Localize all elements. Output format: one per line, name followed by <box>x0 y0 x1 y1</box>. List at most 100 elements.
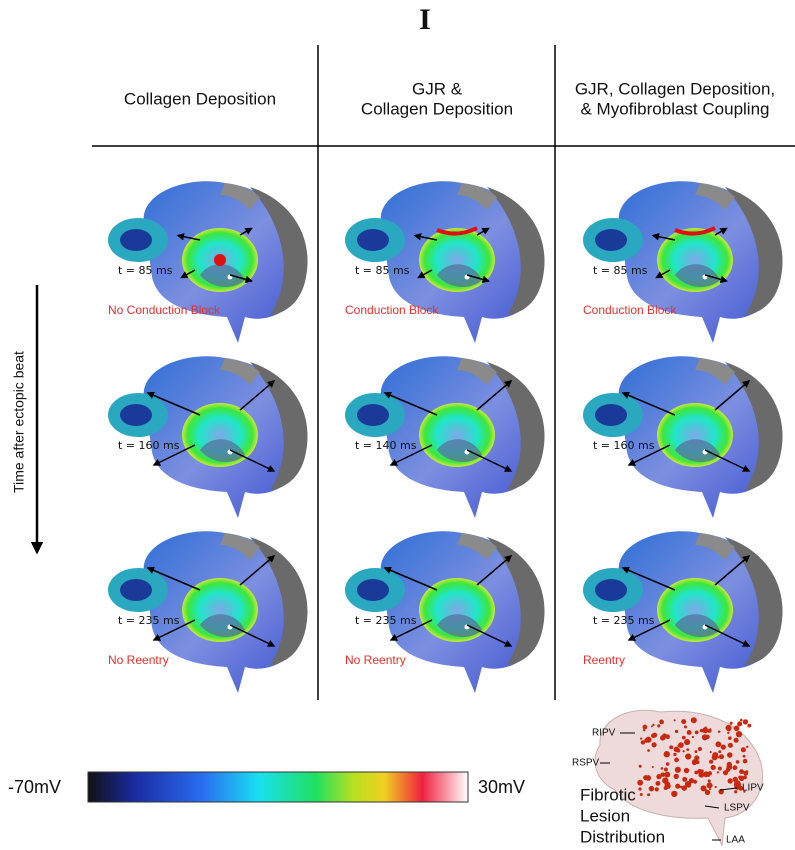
atrium-panel <box>583 356 783 518</box>
lesion-dot <box>747 723 752 728</box>
lesion-dot <box>639 793 643 796</box>
wave-arrow <box>176 233 201 241</box>
lesion-dot <box>735 760 740 764</box>
lesion-dot <box>640 740 646 745</box>
wave-arrow <box>714 227 728 236</box>
inset-title: Lesion <box>580 806 630 825</box>
lesion-dot <box>650 725 653 728</box>
wave-arrow <box>466 449 513 472</box>
outcome-label: No Conduction Block <box>108 303 221 317</box>
wave-arrow <box>466 624 513 647</box>
lesion-dot <box>674 757 679 763</box>
inset-title: Fibrotic <box>580 785 636 804</box>
atrium-panel <box>583 531 783 693</box>
lesion-dot <box>700 785 707 792</box>
lesion-dot <box>743 790 746 793</box>
lesion-dot <box>742 758 748 764</box>
lesion-dot <box>699 728 704 733</box>
lesion-dot <box>727 742 733 748</box>
lesion-dot <box>686 783 691 788</box>
lesion-dot <box>684 739 691 746</box>
lesion-dot <box>707 779 711 783</box>
colorbar-min: -70mV <box>8 777 61 797</box>
vein-label: LIPV <box>742 783 764 794</box>
atrium-panel <box>345 531 545 693</box>
atrium-panel <box>583 181 783 343</box>
outcome-label: No Reentry <box>345 653 406 667</box>
lesion-dot <box>738 785 744 791</box>
lesion-dot <box>740 747 746 753</box>
wave-arrow <box>389 619 433 641</box>
lesion-dot <box>746 745 749 749</box>
lesion-dot <box>704 726 707 729</box>
lesion-dot <box>745 770 749 774</box>
wave-arrow <box>714 380 751 411</box>
lesion-dot <box>711 754 718 761</box>
lesion-dot <box>722 770 729 776</box>
wave-arrow <box>383 391 438 416</box>
lesion-dot <box>729 721 733 725</box>
wave-arrow <box>229 274 253 283</box>
lesion-dot <box>702 727 709 734</box>
lesion-dot <box>664 771 671 778</box>
lesion-dot <box>732 776 738 782</box>
lesion-dot <box>718 750 722 754</box>
outcome-label: Conduction Block <box>583 303 677 317</box>
lesion-dot <box>709 788 712 791</box>
lesion-dot <box>686 748 690 752</box>
outcome-label: Reentry <box>583 653 625 667</box>
lesion-dot <box>652 723 655 727</box>
lesion-dot <box>742 754 746 758</box>
time-label: t = 140 ms <box>355 439 417 452</box>
wave-arrow <box>146 566 201 591</box>
lesion-dot <box>691 759 698 766</box>
lesion-dot <box>659 719 664 725</box>
lesion-dot <box>655 780 661 786</box>
lesion-dot <box>647 793 651 797</box>
lesion-dot <box>707 771 713 776</box>
atrium-panel <box>345 181 545 343</box>
lesion-dot <box>651 733 656 739</box>
lesion-dot <box>732 765 738 771</box>
lesion-dot <box>643 775 647 780</box>
wave-arrow <box>229 449 276 472</box>
lesion-dot <box>725 724 732 731</box>
block-line <box>436 226 478 236</box>
lesion-dot <box>674 729 679 734</box>
wave-arrow <box>180 269 196 279</box>
vein-label: LSPV <box>724 803 750 814</box>
colorbar <box>87 771 469 803</box>
lesion-dot <box>651 765 654 769</box>
atrium-panel <box>108 531 308 693</box>
vein-label: RIPV <box>592 728 616 739</box>
lesion-dot <box>691 735 695 739</box>
lesion-dot <box>663 751 670 758</box>
colorbar-max: 30mV <box>478 777 525 797</box>
lesion-dot <box>709 728 712 731</box>
wave-arrow <box>476 380 513 411</box>
atrium-panel <box>108 356 308 518</box>
leader-line <box>719 787 738 791</box>
lesion-dot <box>717 766 722 771</box>
column-heading: Collagen Deposition <box>361 99 513 118</box>
lesion-dot <box>726 764 733 770</box>
vein-label: RSPV <box>572 758 600 769</box>
lesion-dot <box>642 724 648 730</box>
wave-arrow <box>146 391 201 416</box>
lesion-dot <box>727 752 733 758</box>
lesion-dot <box>683 725 687 729</box>
inset: RIPV RSPV LIPV LSPV LAA Fibrotic Lesion Distrib… <box>572 709 764 847</box>
block-line <box>674 226 716 236</box>
lesion-dot <box>637 779 644 786</box>
lesion-dot <box>719 754 725 760</box>
time-label: t = 85 ms <box>118 264 173 277</box>
lesion-dot <box>657 724 661 728</box>
lesion-dot <box>665 762 670 766</box>
lesion-dot <box>669 745 674 750</box>
lesion-dot <box>710 764 716 771</box>
lesion-dot <box>717 730 721 733</box>
lesion-dot <box>739 769 744 775</box>
atrium-panel <box>108 181 308 343</box>
lesion-dot <box>674 766 681 773</box>
